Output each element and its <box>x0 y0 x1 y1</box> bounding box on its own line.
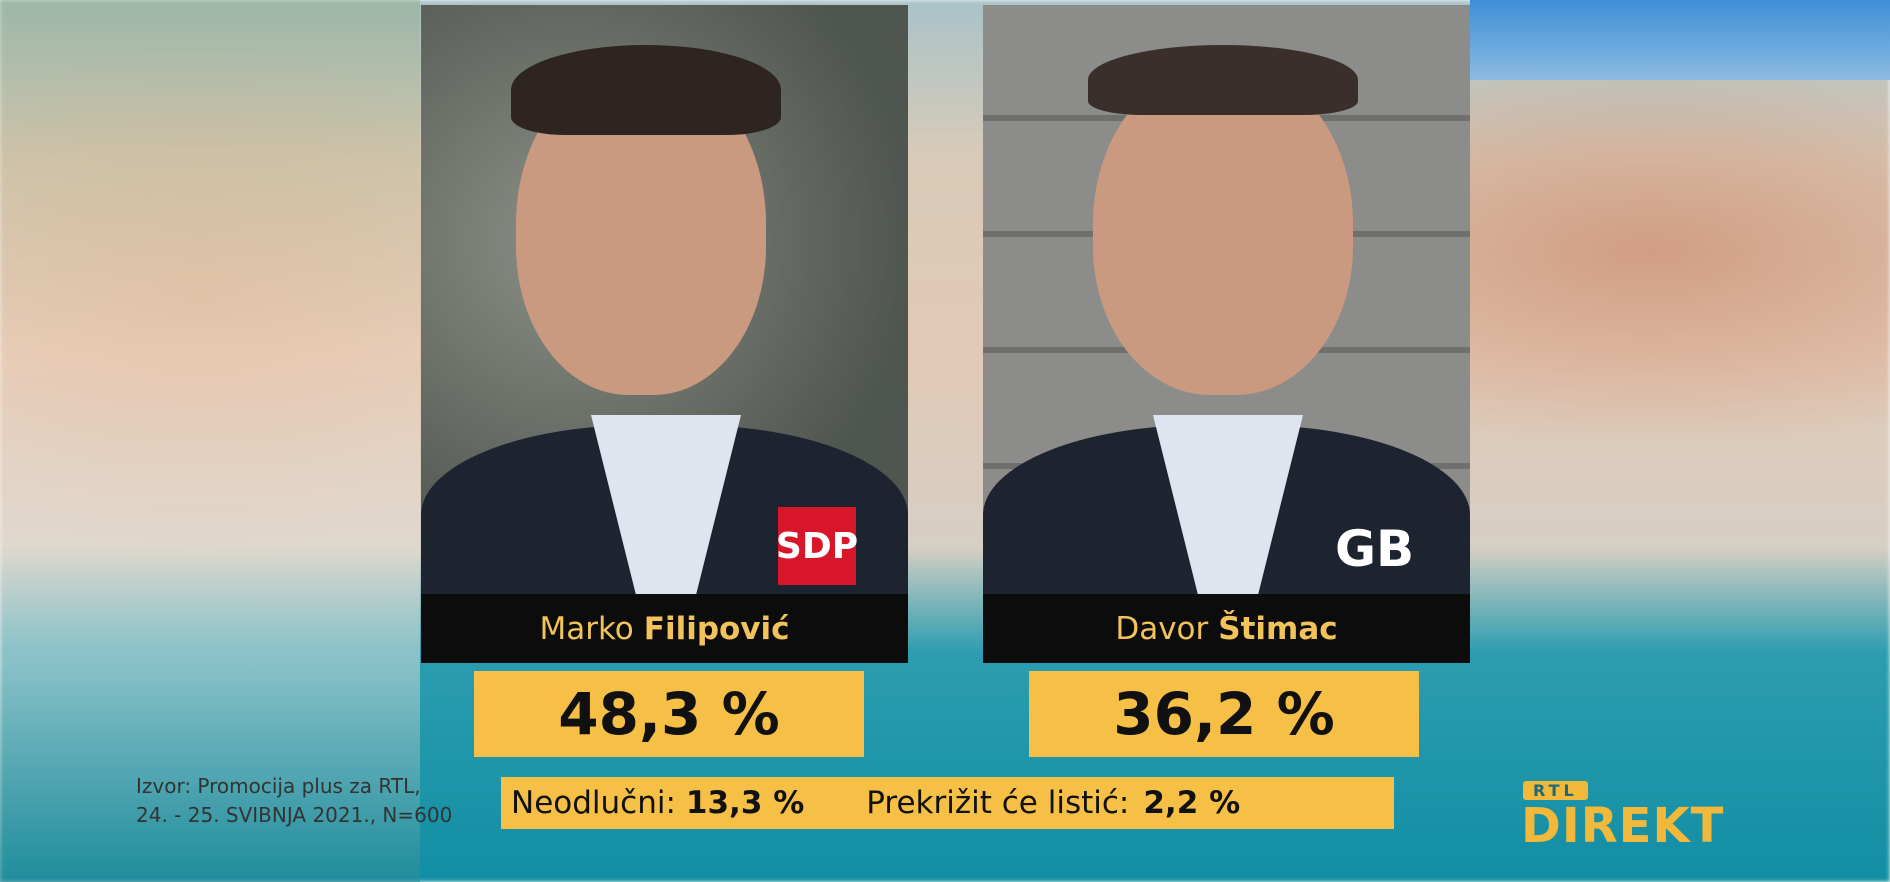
candidate-card: GB Davor Štimac <box>983 5 1470 663</box>
candidate-photo: SDP <box>421 5 908 594</box>
candidate-photo: GB <box>983 5 1470 594</box>
sky <box>1470 0 1890 80</box>
last-name: Filipović <box>643 610 790 647</box>
first-name: Davor <box>1115 610 1209 647</box>
background-overlay <box>0 0 420 882</box>
party-badge: GB <box>1335 520 1415 578</box>
undecided-value: 13,3 % <box>685 785 805 821</box>
source-line: Izvor: Promocija plus za RTL, <box>136 774 421 798</box>
logo-bottom: DIREKT <box>1521 798 1725 854</box>
candidate-name: Marko Filipović <box>421 594 908 663</box>
last-name: Štimac <box>1218 610 1338 647</box>
spoiled-value: 2,2 % <box>1143 785 1241 821</box>
source: Izvor: Promocija plus za RTL, 24. - 25. … <box>136 772 452 830</box>
first-name: Marko <box>539 610 634 647</box>
result: 36,2 % <box>1029 671 1419 757</box>
logo-top: RTL <box>1523 781 1588 800</box>
spoiled-label: Prekrižit će listić: <box>866 785 1130 821</box>
candidate-name: Davor Štimac <box>983 594 1470 663</box>
source-line: 24. - 25. SVIBNJA 2021., N=600 <box>136 803 453 827</box>
channel-logo: RTL DIREKT <box>1521 781 1762 856</box>
candidate-card: SDP Marko Filipović <box>421 5 908 663</box>
undecided-label: Neodlučni: <box>511 785 676 821</box>
result: 48,3 % <box>474 671 864 757</box>
other-results: Neodlučni: 13,3 % Prekrižit će listić: 2… <box>501 777 1394 829</box>
party-badge: SDP <box>776 507 858 585</box>
